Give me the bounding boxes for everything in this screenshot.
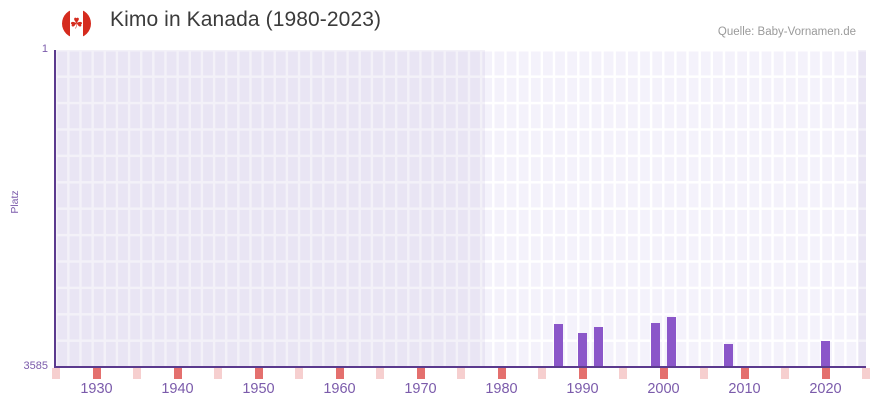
x-axis-tick-minor [781, 368, 789, 379]
bar[interactable] [821, 340, 830, 367]
x-axis-tick-label: 2020 [809, 381, 842, 397]
x-axis-tick-minor [700, 368, 708, 379]
x-axis-tick-major [92, 368, 101, 379]
x-axis-tick-minor [133, 368, 141, 379]
canada-flag-icon: ☘ [62, 9, 91, 38]
grid-lines [56, 50, 866, 367]
x-axis-line [54, 366, 866, 368]
bar[interactable] [578, 332, 587, 367]
x-axis-tick-minor [214, 368, 222, 379]
x-axis-tick-minor [52, 368, 60, 379]
source-attribution: Quelle: Baby-Vornamen.de [717, 26, 856, 38]
page-title: Kimo in Kanada (1980-2023) [110, 8, 382, 31]
flag-band-right [83, 9, 91, 38]
out-of-range-shade-left [56, 50, 486, 367]
bar[interactable] [723, 343, 733, 367]
x-axis-tick-major [578, 368, 587, 379]
x-axis-tick-label: 2010 [728, 381, 761, 397]
x-axis-tick-minor [862, 368, 870, 379]
x-axis-tick-major [416, 368, 425, 379]
bar[interactable] [650, 322, 660, 367]
flag-band-left [62, 9, 70, 38]
x-axis-tick-major [335, 368, 344, 379]
x-axis-tick-label: 1970 [404, 381, 437, 397]
x-axis-tick-label: 1980 [485, 381, 518, 397]
x-axis-tick-major [821, 368, 830, 379]
x-axis-tick-label: 1930 [80, 381, 113, 397]
maple-leaf-icon: ☘ [69, 15, 84, 32]
x-axis-tick-major [497, 368, 506, 379]
out-of-range-shade-right [857, 50, 866, 367]
x-axis-tick-minor [295, 368, 303, 379]
x-axis-tick-label: 2000 [647, 381, 680, 397]
bar[interactable] [594, 327, 604, 367]
x-axis-tick-minor [538, 368, 546, 379]
x-axis-tick-major [173, 368, 182, 379]
y-axis-title: Platz [9, 190, 21, 214]
x-axis-tick-label: 1960 [323, 381, 356, 397]
chart-header: ☘ Kimo in Kanada (1980-2023) Quelle: Bab… [0, 0, 873, 46]
x-axis-tick-label: 1950 [242, 381, 275, 397]
bar[interactable] [553, 324, 563, 367]
y-axis-line [54, 50, 56, 368]
x-axis-tick-label: 1940 [161, 381, 194, 397]
bar[interactable] [667, 317, 677, 367]
plot-area [56, 50, 866, 367]
x-axis-tick-minor [457, 368, 465, 379]
x-axis-tick-major [740, 368, 749, 379]
x-axis-tick-label: 1990 [566, 381, 599, 397]
x-axis-tick-minor [376, 368, 384, 379]
y-axis-tick-bottom: 3585 [23, 360, 48, 372]
x-axis-tick-minor [619, 368, 627, 379]
y-axis-tick-top: 1 [41, 43, 48, 55]
x-axis-tick-major [254, 368, 263, 379]
x-axis-tick-major [659, 368, 668, 379]
